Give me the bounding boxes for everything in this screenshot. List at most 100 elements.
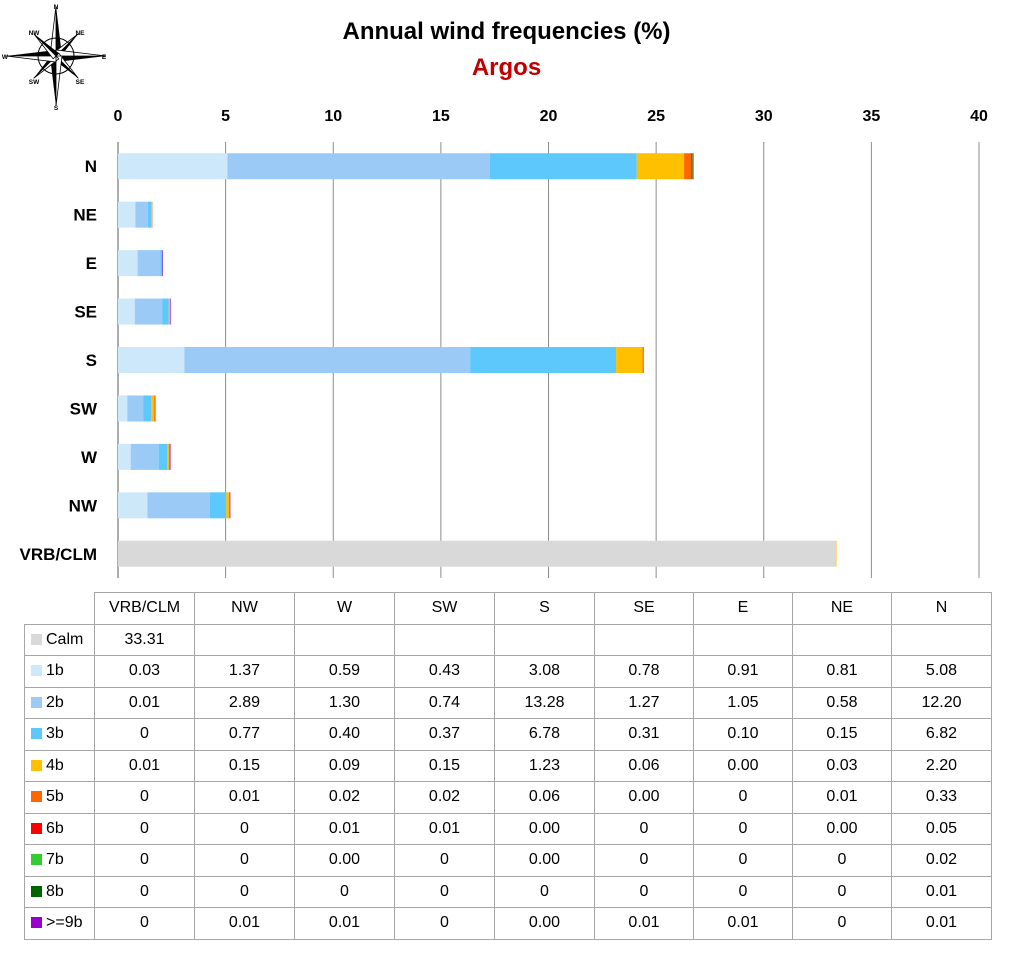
table-cell: 0.74 bbox=[394, 686, 495, 719]
table-cell: 0.01 bbox=[94, 686, 195, 719]
table-cell: 12.20 bbox=[891, 686, 992, 719]
table-cell: 0 bbox=[594, 875, 694, 908]
bar-segment bbox=[134, 298, 163, 325]
bar-segment bbox=[118, 540, 835, 567]
row-label-text: 6b bbox=[46, 819, 64, 837]
bar-segment bbox=[118, 492, 148, 519]
chart-title: Annual wind frequencies (%) bbox=[342, 18, 671, 45]
bar-segment bbox=[692, 153, 694, 180]
table-cell: 0 bbox=[94, 875, 195, 908]
table-cell: 0.00 bbox=[494, 812, 595, 845]
category-label: S bbox=[86, 351, 97, 370]
compass-label: NW bbox=[29, 30, 41, 37]
compass-label: SE bbox=[76, 79, 85, 86]
table-cell bbox=[294, 623, 395, 656]
bar-segment bbox=[616, 347, 643, 373]
table-corner bbox=[25, 593, 95, 625]
table-cell: 0.02 bbox=[891, 844, 992, 877]
table-cell: 1.27 bbox=[594, 686, 694, 719]
bar-segment bbox=[229, 492, 231, 519]
category-label: SW bbox=[70, 399, 98, 418]
row-label-text: 8b bbox=[46, 882, 64, 900]
table-cell: 6.78 bbox=[494, 718, 595, 751]
table-cell: 0.40 bbox=[294, 718, 395, 751]
bar-segment bbox=[127, 395, 144, 422]
bar-segment bbox=[158, 443, 168, 470]
legend-swatch bbox=[31, 633, 42, 645]
table-column-header: NW bbox=[194, 592, 295, 625]
table-cell: 0.06 bbox=[594, 749, 694, 782]
bar-segment bbox=[184, 347, 471, 373]
x-tick-label: 20 bbox=[540, 108, 558, 125]
bar-segment bbox=[636, 153, 685, 180]
compass-label: S bbox=[54, 105, 59, 112]
table-cell: 0 bbox=[194, 812, 295, 845]
table-cell: 0.01 bbox=[194, 781, 295, 814]
table-cell: 0.01 bbox=[891, 875, 992, 908]
bar-segment bbox=[170, 298, 171, 325]
x-tick-label: 35 bbox=[862, 108, 880, 125]
table-cell: 0.01 bbox=[94, 749, 195, 782]
row-label-text: 3b bbox=[46, 725, 64, 743]
bar-segment bbox=[130, 443, 159, 470]
table-column-header: SE bbox=[594, 592, 694, 625]
bar-segment bbox=[168, 298, 171, 325]
table-cell: 1.23 bbox=[494, 749, 595, 782]
table-cell: 2.89 bbox=[194, 686, 295, 719]
row-label: >=9b bbox=[24, 907, 95, 940]
compass-point bbox=[55, 55, 63, 107]
compass-label: SW bbox=[29, 79, 40, 86]
legend-swatch bbox=[31, 665, 42, 677]
compass-label: NE bbox=[75, 30, 85, 37]
compass-point bbox=[6, 50, 56, 56]
table-cell: 0 bbox=[494, 875, 595, 908]
bar-segment bbox=[691, 153, 693, 180]
table-row: 4b 0.01 0.15 0.09 0.15 1.23 0.06 0.00 0.03 2.20 bbox=[24, 749, 992, 782]
table-cell: 0 bbox=[94, 718, 195, 751]
table-cell: 0.01 bbox=[194, 907, 295, 940]
bar-segment bbox=[835, 540, 837, 567]
row-label: Calm bbox=[24, 623, 95, 656]
table-row: 6b 0 0 0.01 0.01 0.00 0 0 0.00 0.05 bbox=[24, 812, 992, 845]
table-row: 5b 0 0.01 0.02 0.02 0.06 0.00 0 0.01 0.33 bbox=[24, 781, 992, 814]
table-cell: 2.20 bbox=[891, 749, 992, 782]
table-cell: 0.02 bbox=[394, 781, 495, 814]
bar-segment bbox=[118, 201, 136, 228]
legend-swatch bbox=[31, 885, 42, 897]
table-row: >=9b 0 0.01 0.01 0 0.00 0.01 0.01 0 0.01 bbox=[24, 907, 992, 940]
x-tick-label: 0 bbox=[114, 108, 123, 125]
legend-swatch bbox=[31, 822, 42, 834]
table-row: Calm 33.31 bbox=[24, 623, 992, 656]
table-cell: 0 bbox=[394, 844, 495, 877]
table-cell: 0 bbox=[394, 875, 495, 908]
table-cell: 0.31 bbox=[594, 718, 694, 751]
bar-segment bbox=[209, 492, 227, 519]
table-column-header: S bbox=[494, 592, 595, 625]
table-cell bbox=[494, 623, 595, 656]
table-cell: 1.37 bbox=[194, 655, 295, 688]
table-cell: 0.01 bbox=[394, 812, 495, 845]
category-label: VRB/CLM bbox=[20, 545, 97, 564]
x-tick-label: 40 bbox=[970, 108, 988, 125]
row-label-text: Calm bbox=[46, 630, 84, 648]
table-cell: 13.28 bbox=[494, 686, 595, 719]
table-cell: 0 bbox=[693, 844, 793, 877]
x-tick-label: 5 bbox=[221, 108, 230, 125]
table-cell bbox=[594, 623, 694, 656]
table-cell: 0.15 bbox=[194, 749, 295, 782]
table-row: 1b 0.03 1.37 0.59 0.43 3.08 0.78 0.91 0.81 5.08 bbox=[24, 655, 992, 688]
bar-segment bbox=[118, 298, 135, 325]
table-cell: 0.00 bbox=[494, 844, 595, 877]
table-cell: 0.01 bbox=[891, 907, 992, 940]
compass-point bbox=[33, 33, 59, 56]
table-cell: 0.09 bbox=[294, 749, 395, 782]
table-cell: 0.15 bbox=[394, 749, 495, 782]
table-cell: 3.08 bbox=[494, 655, 595, 688]
row-label: 7b bbox=[24, 844, 95, 877]
compass-point bbox=[56, 6, 62, 56]
table-cell: 0.05 bbox=[891, 812, 992, 845]
row-label: 8b bbox=[24, 875, 95, 908]
bar-segment bbox=[143, 395, 152, 422]
table-column-header: E bbox=[693, 592, 793, 625]
bar-segment bbox=[162, 298, 169, 325]
